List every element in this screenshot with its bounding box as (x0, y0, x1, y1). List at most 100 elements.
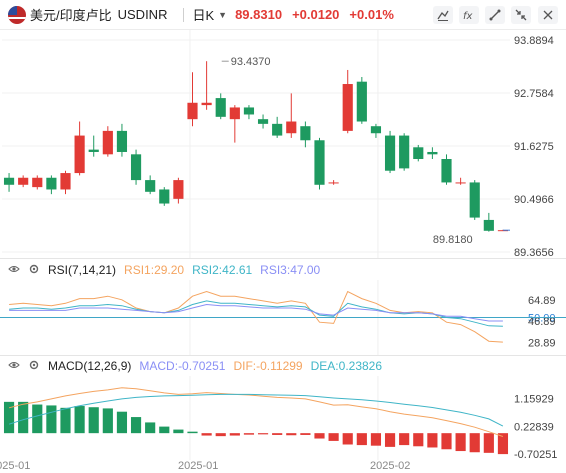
dea-legend: DEA:0.23826 (310, 359, 383, 373)
candle-body (3, 177, 15, 185)
svg-text:fx: fx (463, 11, 473, 22)
gear-icon[interactable] (28, 263, 42, 277)
macd-legend: MACD:-0.70251 (139, 359, 226, 373)
macd-histogram-bar (215, 433, 226, 437)
candle-body (370, 126, 382, 134)
macd-histogram-bar (102, 408, 113, 434)
macd-histogram-bar (300, 433, 311, 435)
macd-histogram-bar (455, 433, 466, 452)
macd-histogram-bar (187, 431, 198, 434)
candle-body (201, 102, 212, 106)
candle-body (229, 107, 240, 120)
candle-body (272, 123, 283, 136)
macd-line-dea (8, 393, 504, 427)
macd-histogram-bar (328, 433, 339, 441)
eye-icon[interactable] (8, 359, 22, 373)
candle-body (187, 102, 198, 120)
y-tick-label: 90.4966 (514, 194, 554, 206)
macd-histogram-bar (384, 433, 396, 447)
macd-histogram-bar (229, 433, 240, 436)
macd-histogram-bar (483, 433, 494, 453)
collapse-icon[interactable] (511, 6, 531, 24)
y-tick-label: 93.8894 (514, 35, 554, 47)
candle-body (215, 98, 226, 117)
rsi3-legend: RSI3:47.00 (260, 263, 321, 277)
draw-icon[interactable] (485, 6, 505, 24)
panel-divider (0, 355, 566, 356)
macd-histogram-bar (342, 433, 353, 445)
macd-histogram-bar (314, 433, 325, 439)
candle-body (342, 84, 353, 131)
eye-icon[interactable] (8, 263, 22, 277)
macd-histogram-bar (116, 411, 128, 434)
y-tick-label: 46.89 (528, 316, 556, 328)
candle-body (328, 182, 339, 184)
header-divider (183, 7, 185, 22)
candle-body (483, 219, 494, 231)
rsi-line-rsi1 (9, 290, 503, 343)
candle-body (399, 135, 410, 169)
indicator-icon[interactable]: fx (459, 6, 479, 24)
macd-histogram-bar (356, 433, 367, 446)
settings-icon[interactable] (538, 6, 558, 24)
price-annotation: 89.8180 (433, 234, 473, 246)
y-tick-label: 91.6275 (514, 141, 554, 153)
x-tick-label: 2025-01 (178, 460, 219, 472)
symbol-code: USDINR (117, 7, 168, 22)
rsi-label: RSI(7,14,21) (48, 263, 117, 277)
y-tick-label: 50.00 (528, 313, 556, 325)
macd-histogram-bar (427, 433, 438, 448)
macd-histogram-bar (18, 401, 29, 434)
chart-header: 美元/印度卢比 USDINR 日K ▼ 89.8310 +0.0120 +0.0… (0, 0, 566, 30)
candle-body (173, 180, 184, 199)
macd-label: MACD(12,26,9) (48, 359, 132, 373)
x-tick-label: 2025-02 (370, 460, 411, 472)
candle-body (60, 173, 71, 190)
macd-histogram-bar (286, 433, 297, 436)
macd-histogram-bar (243, 433, 255, 435)
macd-histogram-bar (399, 433, 410, 446)
y-tick-label: 0.22839 (514, 421, 554, 433)
macd-histogram-bar (413, 433, 424, 447)
x-axis: 2025-01 2025-01 2025-02 (0, 458, 566, 473)
price-annotation: 93.4370 (231, 56, 271, 68)
candle-body (413, 147, 424, 160)
compare-icon[interactable] (433, 6, 453, 24)
symbol-name[interactable]: 美元/印度卢比 (30, 8, 112, 23)
macd-chart[interactable]: 1.15929 0.22839 -0.70251 (0, 376, 566, 460)
macd-histogram-bar (370, 433, 382, 446)
y-tick-label: 92.7584 (514, 88, 554, 100)
candle-body (286, 121, 297, 134)
chevron-down-icon[interactable]: ▼ (218, 9, 228, 20)
y-tick-label: 64.89 (528, 295, 556, 307)
candle-body (243, 107, 255, 115)
macd-histogram-bar (46, 405, 57, 434)
macd-histogram-bar (159, 426, 170, 434)
candle-body (441, 159, 452, 183)
macd-histogram-bar (272, 433, 283, 435)
price-chart[interactable]: 93.8894 92.7584 91.6275 90.4966 89.3656 93.43… (0, 30, 566, 258)
rsi-line-rsi3 (9, 303, 503, 322)
usd-inr-flag-icon (8, 5, 26, 24)
candle-body (159, 189, 170, 204)
macd-histogram-bar (32, 404, 43, 434)
candle-body (145, 180, 156, 192)
candle-body (257, 119, 269, 124)
candle-body (88, 149, 99, 152)
candle-body (74, 135, 85, 174)
y-tick-label: 28.89 (528, 337, 556, 349)
candle-body (46, 177, 57, 190)
candle-body (427, 151, 438, 155)
macd-histogram-bar (88, 407, 99, 434)
macd-histogram-bar (497, 433, 509, 455)
y-tick-label: -0.70251 (514, 449, 557, 460)
panel-divider (0, 258, 566, 259)
candle-body (102, 130, 113, 155)
rsi-panel-header: RSI(7,14,21) RSI1:29.20 RSI2:42.61 RSI3:… (8, 263, 328, 277)
gear-icon[interactable] (28, 359, 42, 373)
price-change: +0.0120 (292, 7, 340, 22)
x-tick-label: 2025-01 (0, 460, 31, 472)
period-selector[interactable]: 日K (192, 8, 215, 23)
macd-panel-header: MACD(12,26,9) MACD:-0.70251 DIF:-0.11299… (8, 359, 390, 373)
